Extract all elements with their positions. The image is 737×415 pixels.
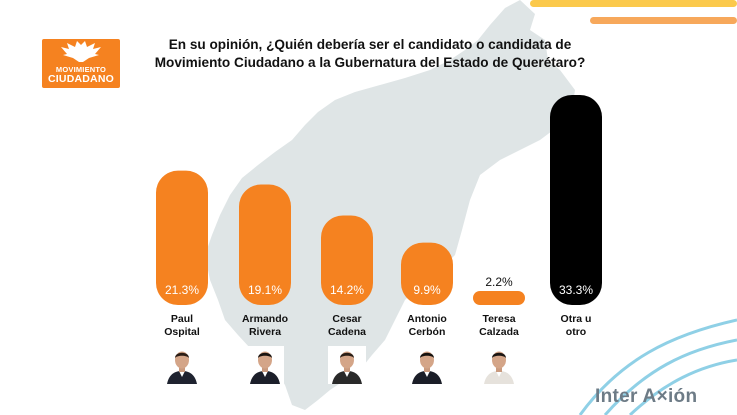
value-label-5: 2.2% (485, 275, 513, 289)
category-label-2: Armando Rivera (225, 313, 305, 339)
category-label-4: Antonio Cerbón (387, 313, 467, 339)
category-label-line: Teresa (482, 313, 516, 325)
value-label-3: 14.2% (330, 283, 364, 297)
category-label-line: Paul (170, 313, 194, 325)
candidate-photo (328, 346, 366, 384)
bar-1 (156, 170, 208, 305)
value-label-6: 33.3% (559, 283, 593, 297)
candidate-photo (246, 346, 284, 384)
category-label-line: Calzada (479, 326, 519, 338)
category-label-line: otro (565, 326, 587, 338)
eagle-icon (61, 41, 101, 62)
movimiento-ciudadano-logo: MOVIMIENTO CIUDADANO (42, 39, 120, 88)
category-label-3: Cesar Cadena (307, 313, 387, 339)
bar-6 (550, 95, 602, 305)
category-label-line: Cerbón (408, 326, 446, 338)
category-label-line: Otra u (560, 313, 592, 325)
interaxion-brand: Inter A×ión (595, 386, 698, 407)
value-label-1: 21.3% (165, 283, 199, 297)
category-label-line: Cesar (332, 313, 362, 325)
chart-title: En su opinión, ¿Quién debería ser el can… (154, 37, 586, 70)
category-label-5: Teresa Calzada (459, 313, 539, 339)
logo-line-2: CIUDADANO (48, 73, 114, 85)
candidate-photo (480, 346, 518, 384)
decorative-stripe-orange (590, 17, 737, 24)
decorative-stripe-yellow (530, 0, 737, 7)
category-label-1: Paul Ospital (142, 313, 222, 339)
category-label-line: Ospital (164, 326, 200, 338)
logo-line-1: MOVIMIENTO (55, 65, 107, 74)
value-label-4: 9.9% (413, 283, 441, 297)
category-label-line: Antonio (407, 313, 447, 325)
category-label-line: Armando (241, 313, 289, 325)
bar-2 (239, 184, 291, 305)
bar-4 (401, 242, 453, 305)
category-label-line: Cadena (328, 326, 366, 338)
candidate-photo (163, 346, 201, 384)
decorative-waves (578, 318, 737, 415)
value-label-2: 19.1% (248, 283, 282, 297)
category-label-line: Rivera (248, 326, 282, 338)
candidate-photo (408, 346, 446, 384)
bar-3 (321, 215, 373, 305)
bar-5 (473, 291, 525, 305)
category-label-6: Otra u otro (536, 313, 616, 339)
